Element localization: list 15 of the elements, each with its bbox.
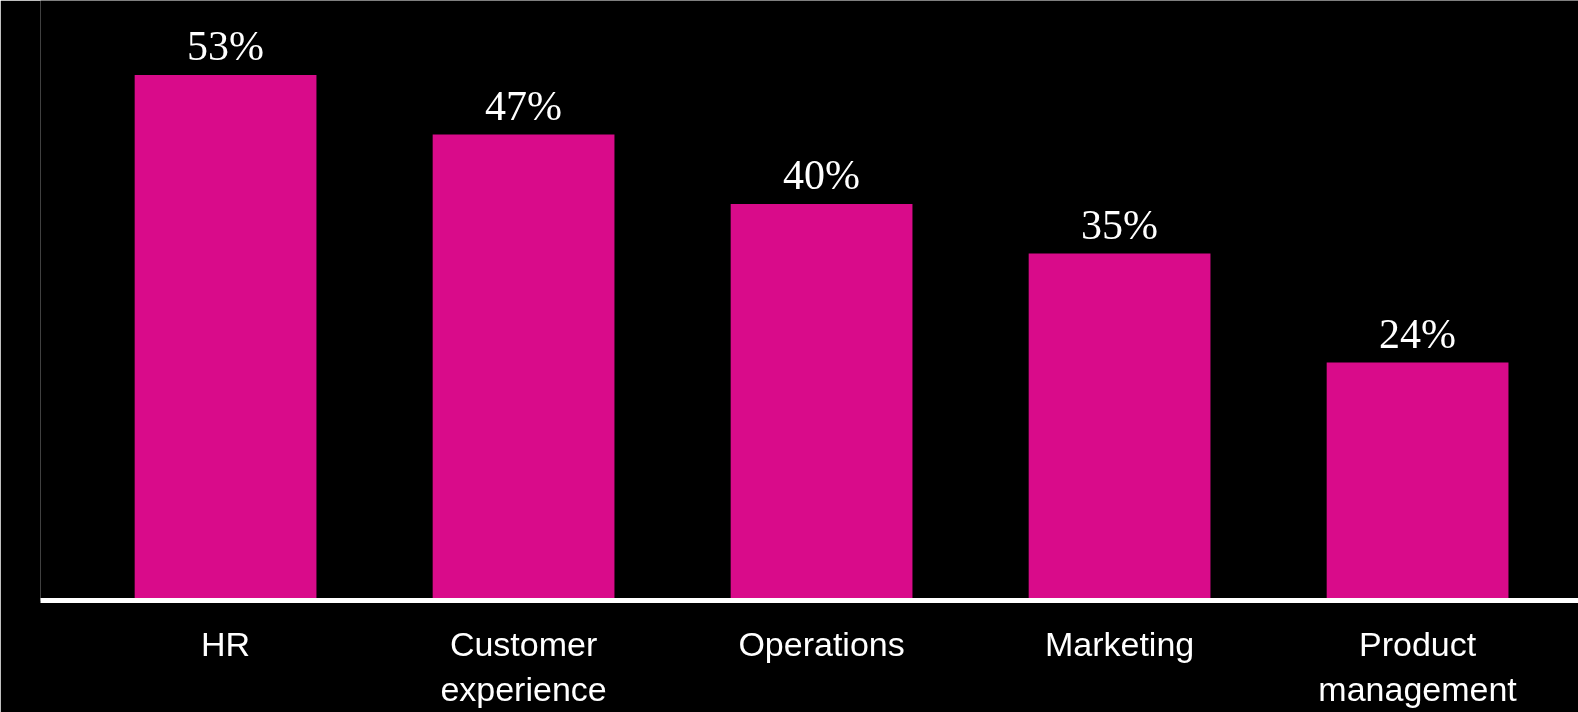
x-tick-label: Product management [1318, 624, 1518, 709]
bar [432, 134, 615, 601]
data-label: 53% [187, 23, 265, 70]
data-label: 47% [485, 82, 563, 129]
bar [1326, 362, 1509, 601]
x-tick-label: Operations [738, 624, 905, 663]
bar [1028, 253, 1211, 601]
bar [134, 75, 317, 601]
x-tick-label: Customer experience [440, 624, 607, 709]
data-label: 40% [783, 151, 861, 198]
data-label: 35% [1081, 201, 1159, 248]
x-tick-label: Marketing [1044, 624, 1195, 663]
bar [730, 203, 913, 601]
data-label: 24% [1379, 310, 1457, 357]
x-tick-label: HR [201, 624, 251, 663]
